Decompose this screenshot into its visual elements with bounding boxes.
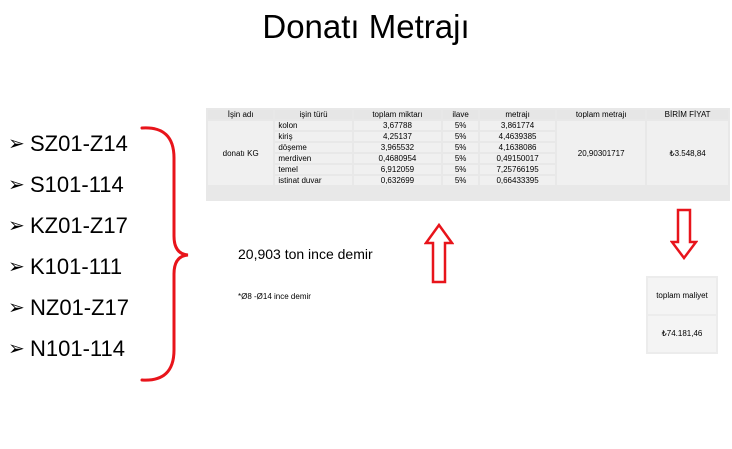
type-cell: temel	[275, 165, 352, 174]
info-text: 20,903 ton ince demir	[238, 246, 373, 262]
total-cost-header: toplam maliyet	[648, 278, 716, 314]
qty-cell: 4,1638086	[480, 143, 556, 152]
table-row: istinat duvar 0,632699 5% 0,66433395	[208, 176, 728, 185]
list-item: ➢ S101-114	[8, 169, 129, 210]
total-qty-cell: 20,90301717	[557, 121, 646, 185]
type-cell: merdiven	[275, 154, 352, 163]
extra-cell: 5%	[443, 143, 479, 152]
arrow-up-icon	[424, 223, 454, 284]
qty-cell: 3,861774	[480, 121, 556, 130]
list-item-label: K101-111	[30, 254, 123, 279]
col-header: toplam metrajı	[557, 110, 646, 119]
col-header: İşin adı	[208, 110, 274, 119]
list-item: ➢ KZ01-Z17	[8, 210, 129, 251]
col-header: toplam miktarı	[353, 110, 442, 119]
unit-price-cell: ₺3.548,84	[647, 121, 728, 185]
amount-cell: 3,965532	[353, 143, 442, 152]
amount-cell: 4,25137	[353, 132, 442, 141]
list-item-label: SZ01-Z14	[30, 131, 128, 156]
extra-cell: 5%	[443, 176, 479, 185]
page-title: Donatı Metrajı	[262, 8, 470, 45]
col-header: işin türü	[275, 110, 352, 119]
list-item-label: S101-114	[30, 172, 124, 197]
list-item: ➢ NZ01-Z17	[8, 292, 129, 333]
arrow-bullet-icon: ➢	[8, 174, 25, 196]
arrow-bullet-icon: ➢	[8, 133, 25, 155]
list-item: ➢ K101-111	[8, 251, 129, 292]
quantity-table: İşin adı işin türü toplam miktarı ilave …	[206, 108, 730, 201]
amount-cell: 0,4680954	[353, 154, 442, 163]
amount-cell: 0,632699	[353, 176, 442, 185]
type-cell: kolon	[275, 121, 352, 130]
arrow-bullet-icon: ➢	[8, 338, 25, 360]
type-cell: istinat duvar	[275, 176, 352, 185]
qty-cell: 4,4639385	[480, 132, 556, 141]
table-row: temel 6,912059 5% 7,25766195	[208, 165, 728, 174]
job-name-cell: donatı KG	[208, 121, 274, 185]
arrow-down-icon	[670, 208, 698, 260]
col-header: ilave	[443, 110, 479, 119]
qty-cell: 7,25766195	[480, 165, 556, 174]
table-row: kiriş 4,25137 5% 4,4639385	[208, 132, 728, 141]
arrow-bullet-icon: ➢	[8, 297, 25, 319]
col-header: BİRİM FİYAT	[647, 110, 728, 119]
curly-brace-icon	[140, 126, 189, 382]
list-item: ➢ N101-114	[8, 333, 129, 374]
qty-cell: 0,66433395	[480, 176, 556, 185]
table-row: donatı KG kolon 3,67788 5% 3,861774 20,9…	[208, 121, 728, 185]
table-row: merdiven 0,4680954 5% 0,49150017	[208, 154, 728, 163]
arrow-bullet-icon: ➢	[8, 215, 25, 237]
section-list: ➢ SZ01-Z14 ➢ S101-114 ➢ KZ01-Z17 ➢ K101-111 …	[8, 128, 129, 374]
arrow-bullet-icon: ➢	[8, 256, 25, 278]
type-cell: döşeme	[275, 143, 352, 152]
amount-cell: 3,67788	[353, 121, 442, 130]
info-note: *Ø8 -Ø14 ince demir	[238, 292, 311, 301]
extra-cell: 5%	[443, 121, 479, 130]
total-cost-value: ₺74.181,46	[648, 316, 716, 352]
extra-cell: 5%	[443, 132, 479, 141]
qty-cell: 0,49150017	[480, 154, 556, 163]
total-cost-box: toplam maliyet ₺74.181,46	[646, 276, 718, 354]
table-header-row: İşin adı işin türü toplam miktarı ilave …	[208, 110, 728, 119]
table-row: döşeme 3,965532 5% 4,1638086	[208, 143, 728, 152]
extra-cell: 5%	[443, 165, 479, 174]
amount-cell: 6,912059	[353, 165, 442, 174]
type-cell: kiriş	[275, 132, 352, 141]
list-item-label: NZ01-Z17	[30, 295, 130, 320]
list-item-label: KZ01-Z17	[30, 213, 128, 238]
list-item-label: N101-114	[30, 336, 125, 361]
extra-cell: 5%	[443, 154, 479, 163]
col-header: metrajı	[480, 110, 556, 119]
list-item: ➢ SZ01-Z14	[8, 128, 129, 169]
